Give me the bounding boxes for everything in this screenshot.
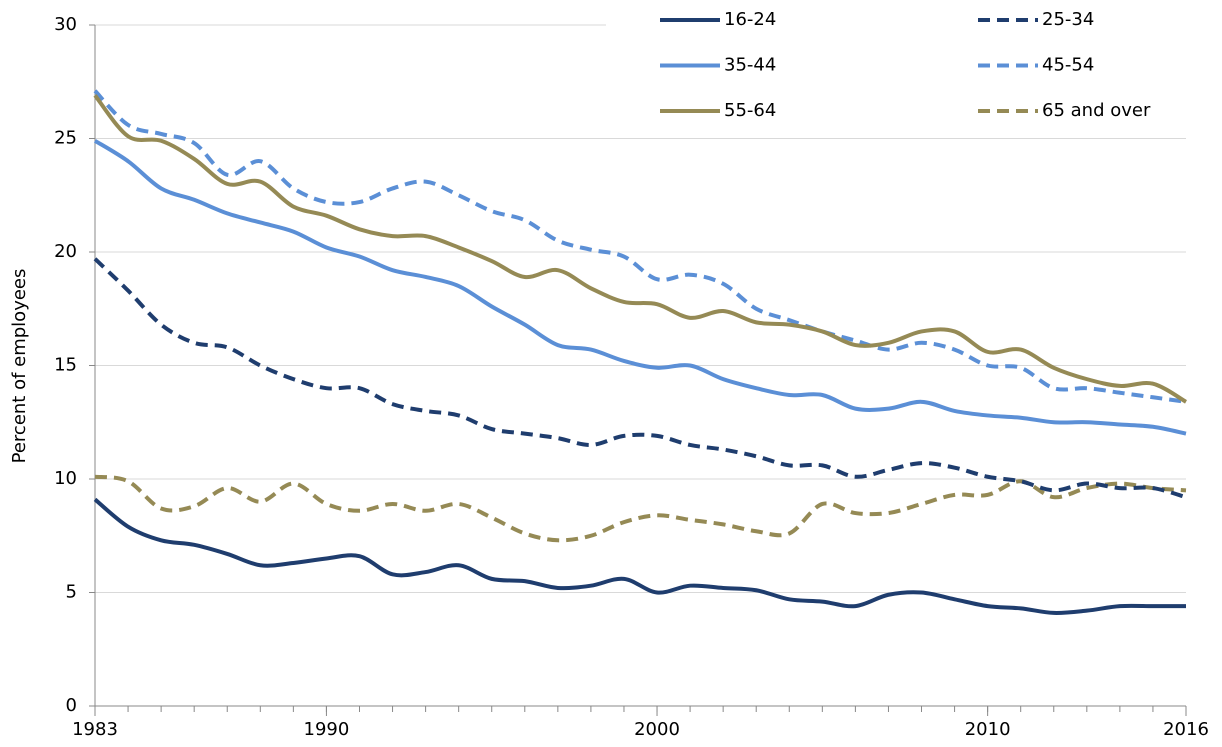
x-tick-label: 1983 <box>72 719 118 740</box>
y-tick-label: 0 <box>66 695 77 716</box>
y-tick-label: 20 <box>54 241 77 262</box>
legend: 16-24 25-34 35-44 45-54 55-64 65 and over <box>606 0 1222 130</box>
y-tick-label: 5 <box>66 582 77 603</box>
y-tick-label: 30 <box>54 14 77 35</box>
series-line <box>93 94 1188 404</box>
y-tick-label: 15 <box>54 355 77 376</box>
series-line <box>93 89 1187 404</box>
legend-label: 65 and over <box>1042 100 1151 121</box>
series-line <box>94 474 1187 543</box>
x-tick-label: 2000 <box>634 719 680 740</box>
y-axis-label: Percent of employees <box>9 269 30 464</box>
legend-label: 35-44 <box>724 55 776 76</box>
series-line <box>93 139 1187 436</box>
series-line <box>93 257 1187 500</box>
series-line <box>93 497 1186 615</box>
legend-label: 25-34 <box>1042 9 1094 30</box>
legend-label: 45-54 <box>1042 55 1094 76</box>
y-tick-label: 25 <box>54 128 77 149</box>
x-tick-label: 1990 <box>304 719 350 740</box>
legend-label: 16-24 <box>724 9 776 30</box>
y-tick-label: 10 <box>54 468 77 489</box>
legend-label: 55-64 <box>724 100 776 121</box>
x-tick-label: 2010 <box>965 719 1011 740</box>
x-tick-label: 2016 <box>1163 719 1209 740</box>
